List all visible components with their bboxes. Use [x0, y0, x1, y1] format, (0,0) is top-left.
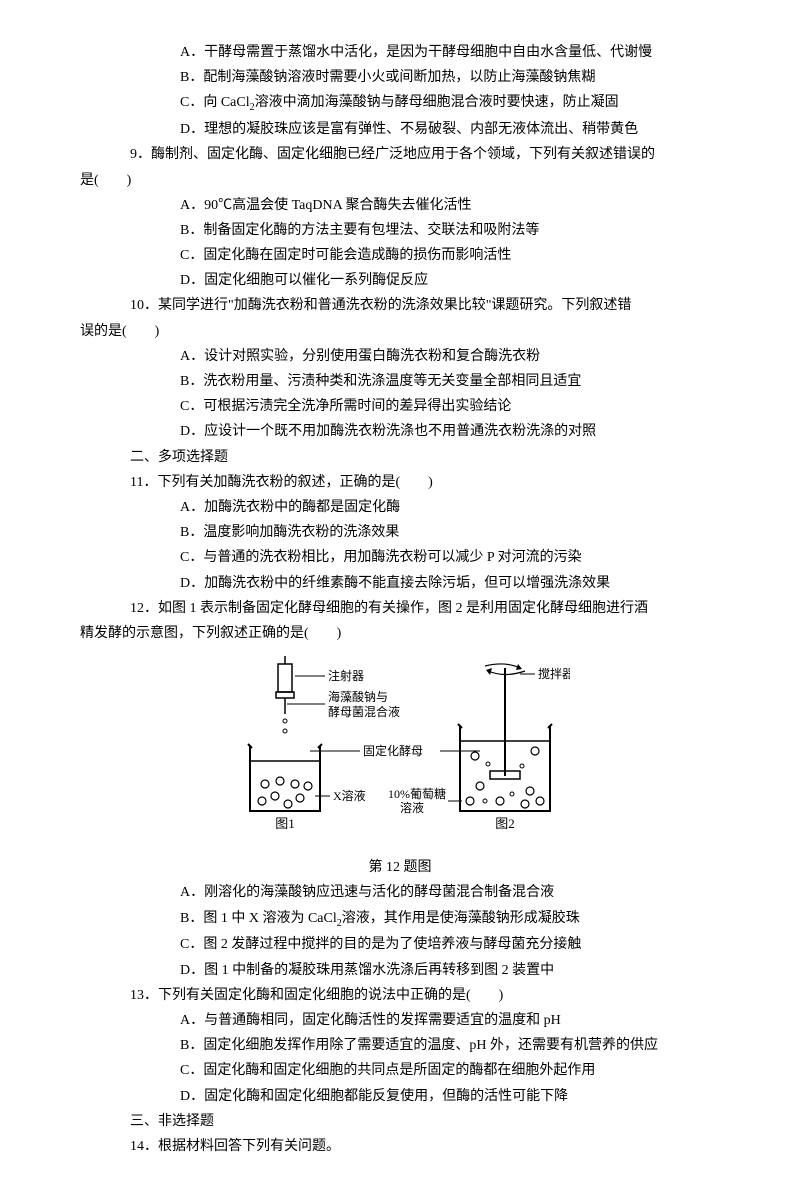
q9-stem: 9．酶制剂、固定化酶、固定化细胞已经广泛地应用于各个领域，下列有关叙述错误的 — [80, 142, 720, 167]
q9-option-a: A．90℃高温会使 TaqDNA 聚合酶失去催化活性 — [80, 193, 720, 218]
q12-option-d: D．图 1 中制备的凝胶珠用蒸馏水洗涤后再转移到图 2 装置中 — [80, 958, 720, 983]
q12-figure: 图1 注射器 海藻酸钠与 酵母菌混合液 固定化酵母 X溶液 — [80, 656, 720, 845]
q11-option-a: A．加酶洗衣粉中的酶都是固定化酶 — [80, 495, 720, 520]
stirrer-icon — [485, 664, 525, 779]
q11-option-c: C．与普通的洗衣粉相比，用加酶洗衣粉可以减少 P 对河流的污染 — [80, 545, 720, 570]
q12-diagram-svg: 图1 注射器 海藻酸钠与 酵母菌混合液 固定化酵母 X溶液 — [230, 656, 570, 836]
section2-title: 二、多项选择题 — [80, 445, 720, 470]
q12-option-a: A．刚溶化的海藻酸钠应迅速与活化的酵母菌混合制备混合液 — [80, 880, 720, 905]
fig2-label: 图2 — [495, 816, 515, 831]
syringe-icon — [276, 656, 294, 733]
q11-option-b: B．温度影响加酶洗衣粉的洗涤效果 — [80, 520, 720, 545]
q12-figure-caption: 第 12 题图 — [80, 855, 720, 880]
glucose-label1: 10%葡萄糖 — [388, 786, 446, 801]
q13-option-c: C．固定化酶和固定化细胞的共同点是所固定的酶都在细胞外起作用 — [80, 1058, 720, 1083]
q10-option-a: A．设计对照实验，分别使用蛋白酶洗衣粉和复合酶洗衣粉 — [80, 344, 720, 369]
q8-option-a: A．干酵母需置于蒸馏水中活化，是因为干酵母细胞中自由水含量低、代谢慢 — [80, 40, 720, 65]
q13-option-a: A．与普通酶相同，固定化酶活性的发挥需要适宜的温度和 pH — [80, 1008, 720, 1033]
q12-stem: 12．如图 1 表示制备固定化酵母细胞的有关操作，图 2 是利用固定化酵母细胞进… — [80, 596, 720, 621]
q9-stem2: 是( ) — [80, 168, 720, 193]
q9-option-d: D．固定化细胞可以催化一系列酶促反应 — [80, 268, 720, 293]
q12-optb-pre: B．图 1 中 X 溶液为 CaCl — [180, 911, 337, 926]
mixture-label2: 酵母菌混合液 — [328, 704, 400, 719]
q14-stem: 14．根据材料回答下列有关问题。 — [80, 1134, 720, 1159]
q11-option-d: D．加酶洗衣粉中的纤维素酶不能直接去除污垢，但可以增强洗涤效果 — [80, 571, 720, 596]
q12-stem2: 精发酵的示意图，下列叙述正确的是( ) — [80, 621, 720, 646]
q8-optc-pre: C．向 CaCl — [180, 95, 250, 110]
syringe-label: 注射器 — [328, 668, 364, 683]
document-body: A．干酵母需置于蒸馏水中活化，是因为干酵母细胞中自由水含量低、代谢慢 B．配制海… — [80, 40, 720, 1159]
q10-option-b: B．洗衣粉用量、污渍种类和洗涤温度等无关变量全部相同且适宜 — [80, 369, 720, 394]
q13-stem: 13．下列有关固定化酶和固定化细胞的说法中正确的是( ) — [80, 983, 720, 1008]
q12-option-c: C．图 2 发酵过程中搅拌的目的是为了使培养液与酵母菌充分接触 — [80, 932, 720, 957]
q10-stem2: 误的是( ) — [80, 319, 720, 344]
mixture-label1: 海藻酸钠与 — [328, 689, 388, 704]
q8-option-b: B．配制海藻酸钠溶液时需要小火或间断加热，以防止海藻酸钠焦糊 — [80, 65, 720, 90]
fig1-label: 图1 — [275, 816, 295, 831]
q8-option-c: C．向 CaCl2溶液中滴加海藻酸钠与酵母细胞混合液时要快速，防止凝固 — [80, 90, 720, 117]
glucose-label2: 溶液 — [400, 800, 424, 815]
q13-option-b: B．固定化细胞发挥作用除了需要适宜的温度、pH 外，还需要有机营养的供应 — [80, 1033, 720, 1058]
q8-optc-post: 溶液中滴加海藻酸钠与酵母细胞混合液时要快速，防止凝固 — [255, 95, 619, 110]
q9-option-c: C．固定化酶在固定时可能会造成酶的损伤而影响活性 — [80, 243, 720, 268]
q12-option-b: B．图 1 中 X 溶液为 CaCl2溶液，其作用是使海藻酸钠形成凝胶珠 — [80, 906, 720, 933]
q10-option-d: D．应设计一个既不用加酶洗衣粉洗涤也不用普通洗衣粉洗涤的对照 — [80, 419, 720, 444]
q8-option-d: D．理想的凝胶珠应该是富有弹性、不易破裂、内部无液体流出、稍带黄色 — [80, 117, 720, 142]
q9-option-b: B．制备固定化酶的方法主要有包埋法、交联法和吸附法等 — [80, 218, 720, 243]
section3-title: 三、非选择题 — [80, 1109, 720, 1134]
q10-option-c: C．可根据污渍完全洗净所需时间的差异得出实验结论 — [80, 394, 720, 419]
q10-stem: 10．某同学进行"加酶洗衣粉和普通洗衣粉的洗涤效果比较"课题研究。下列叙述错 — [80, 293, 720, 318]
immobilized-label: 固定化酵母 — [363, 743, 423, 758]
xsolution-label: X溶液 — [333, 788, 366, 803]
q13-option-d: D．固定化酶和固定化细胞都能反复使用，但酶的活性可能下降 — [80, 1084, 720, 1109]
beaker1-icon — [248, 744, 322, 811]
q11-stem: 11．下列有关加酶洗衣粉的叙述，正确的是( ) — [80, 470, 720, 495]
q12-optb-post: 溶液，其作用是使海藻酸钠形成凝胶珠 — [342, 911, 580, 926]
stirrer-label: 搅拌器 — [538, 666, 570, 681]
